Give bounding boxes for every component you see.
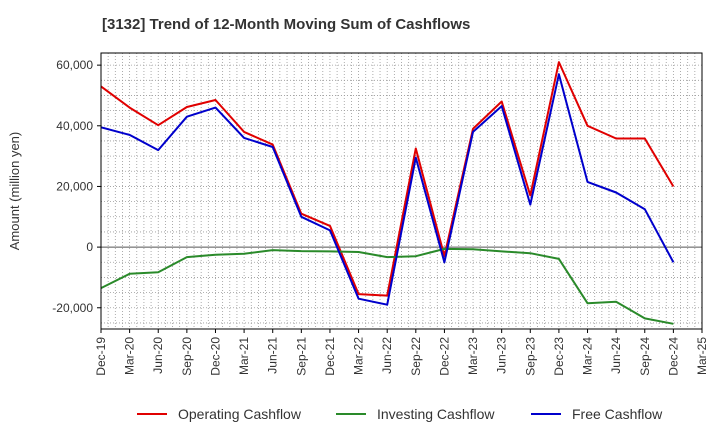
x-tick-label: Mar-21 (237, 337, 251, 375)
x-tick-label: Jun-24 (609, 337, 623, 374)
x-tick-label: Jun-20 (151, 337, 165, 374)
y-tick-label: 60,000 (56, 58, 93, 72)
y-tick-label: 20,000 (56, 179, 93, 193)
x-tick-label: Jun-22 (380, 337, 394, 374)
free-cashflow-legend-label: Free Cashflow (572, 406, 663, 422)
x-tick-label: Mar-25 (695, 337, 709, 375)
plot-frame (100, 52, 703, 330)
x-tick-label: Sep-24 (638, 337, 652, 376)
x-tick-label: Dec-19 (94, 337, 108, 376)
x-tick-label: Mar-22 (352, 337, 366, 375)
x-tick-label: Mar-24 (581, 337, 595, 375)
operating-cashflow-legend-label: Operating Cashflow (178, 406, 302, 422)
x-tick-label: Sep-20 (180, 337, 194, 376)
x-tick-label: Sep-21 (294, 337, 308, 376)
y-tick-labels: -20,000 0 20,000 40,000 60,000 (52, 58, 101, 315)
x-tick-label: Dec-24 (666, 337, 680, 376)
y-axis-label: Amount (million yen) (7, 132, 22, 251)
x-tick-label: Mar-23 (466, 337, 480, 375)
y-tick-label: 40,000 (56, 119, 93, 133)
investing-cashflow-legend-label: Investing Cashflow (377, 406, 495, 422)
x-tick-label: Dec-21 (323, 337, 337, 376)
x-tick-label: Sep-23 (523, 337, 537, 376)
x-tick-label: Dec-22 (437, 337, 451, 376)
series-layer (100, 61, 675, 325)
x-tick-label: Mar-20 (123, 337, 137, 375)
x-tick-label: Dec-20 (208, 337, 222, 376)
x-tick-label: Jun-21 (266, 337, 280, 374)
chart-title: [3132] Trend of 12-Month Moving Sum of C… (102, 16, 471, 33)
free-cashflow-line (100, 73, 675, 306)
x-tick-label: Dec-23 (552, 337, 566, 376)
y-tick-label: -20,000 (52, 301, 93, 315)
x-tick-label: Sep-22 (409, 337, 423, 376)
x-tick-labels: Dec-19 Mar-20 Jun-20 Sep-20 Dec-20 Mar-21 Jun-… (94, 329, 709, 376)
y-tick-label: 0 (86, 240, 93, 254)
operating-cashflow-line (100, 61, 675, 297)
legend: Operating Cashflow Investing Cashflow Free… (137, 406, 663, 422)
x-tick-label: Jun-23 (495, 337, 509, 374)
investing-cashflow-line (100, 247, 674, 325)
